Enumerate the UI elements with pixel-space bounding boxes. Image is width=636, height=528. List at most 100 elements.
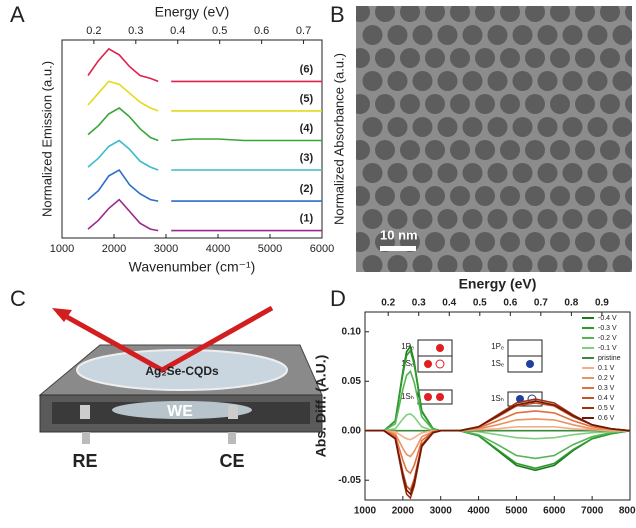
nanocrystal — [600, 6, 620, 22]
nanocrystal — [512, 255, 533, 272]
electrode-label: CE — [219, 451, 244, 471]
nanocrystal — [500, 140, 520, 160]
nanocrystal — [512, 71, 533, 91]
x-tick-label: 3000 — [154, 243, 178, 255]
inset-label: 1Sₕ — [401, 392, 414, 401]
nanocrystal — [475, 140, 495, 160]
nanocrystal — [562, 25, 583, 45]
x2-tick-label: 0.3 — [128, 25, 143, 37]
series-line — [365, 410, 631, 475]
legend-label: 0.3 V — [598, 385, 615, 392]
nanocrystal — [612, 25, 632, 45]
nanocrystal — [462, 25, 483, 45]
nanocrystal — [625, 6, 632, 22]
x-tick-label: 2000 — [102, 243, 126, 255]
nanocrystal — [575, 186, 595, 206]
nanocrystal — [450, 232, 470, 252]
legend-label: -0.3 V — [598, 325, 617, 332]
series-line — [87, 139, 322, 171]
nanocrystal — [362, 163, 383, 183]
x-tick-label: 4000 — [206, 243, 230, 255]
inset-label: 1Sₑ — [491, 359, 504, 368]
nanocrystal — [412, 117, 433, 137]
x2-tick-label: 0.6 — [503, 298, 517, 309]
nanocrystal — [575, 232, 595, 252]
nanocrystal — [562, 255, 583, 272]
nanocrystal — [512, 117, 533, 137]
nanocrystal — [462, 71, 483, 91]
series-label: (1) — [300, 213, 314, 225]
nanocrystal — [375, 48, 395, 68]
nanocrystal — [550, 6, 570, 22]
nanocrystal — [525, 48, 545, 68]
nanocrystal — [387, 209, 408, 229]
x-tick-label: 2000 — [392, 506, 415, 517]
nanocrystal — [500, 48, 520, 68]
nanocrystal — [575, 48, 595, 68]
nanocrystal — [575, 94, 595, 114]
nanocrystal — [462, 163, 483, 183]
y-tick-label: -0.05 — [338, 475, 361, 486]
nanocrystal — [600, 140, 620, 160]
nanocrystal — [525, 232, 545, 252]
nanocrystal — [612, 163, 632, 183]
nanocrystal — [437, 25, 458, 45]
x2-axis-title: Energy (eV) — [459, 276, 537, 292]
nanocrystal — [375, 140, 395, 160]
x2-tick-label: 0.8 — [564, 298, 578, 309]
nanocrystal — [400, 140, 420, 160]
series-line — [87, 168, 322, 202]
x-axis-title: Wavenumber (cm⁻¹) — [129, 259, 256, 275]
nanocrystal — [512, 209, 533, 229]
series-label: (5) — [300, 93, 314, 105]
nanocrystal — [400, 186, 420, 206]
legend-label: -0.4 V — [598, 315, 617, 322]
x2-tick-label: 0.9 — [595, 298, 609, 309]
nanocrystal — [450, 48, 470, 68]
nanocrystal — [587, 163, 608, 183]
nanocrystal — [400, 48, 420, 68]
x-tick-label: 1000 — [354, 506, 377, 517]
x2-axis-title: Energy (eV) — [155, 4, 230, 20]
x2-tick-label: 0.2 — [86, 25, 101, 37]
series-label: (3) — [300, 152, 314, 164]
legend-label: 0.6 V — [598, 415, 615, 422]
nanocrystal — [450, 186, 470, 206]
nanocrystal — [487, 209, 508, 229]
nanocrystal — [612, 209, 632, 229]
nanocrystal — [537, 25, 558, 45]
nanocrystal — [500, 186, 520, 206]
inset-label: 1Sₑ — [401, 359, 414, 368]
nanocrystal — [412, 209, 433, 229]
panel-label: A — [10, 2, 25, 27]
nanocrystal — [425, 140, 445, 160]
y-tick-label: 0.00 — [342, 425, 362, 436]
x-tick-label: 1000 — [50, 243, 74, 255]
nanocrystal — [512, 25, 533, 45]
nanocrystal — [612, 117, 632, 137]
series-line — [87, 198, 322, 232]
panel-label: D — [330, 286, 346, 311]
legend-label: pristine — [598, 355, 621, 362]
nanocrystal — [550, 140, 570, 160]
nanocrystal — [375, 186, 395, 206]
x2-tick-label: 0.4 — [170, 25, 185, 37]
scale-bar-label: 10 nm — [380, 227, 418, 242]
nanocrystal — [525, 140, 545, 160]
nanocrystal — [475, 48, 495, 68]
nanocrystal — [362, 209, 383, 229]
nanocrystal — [625, 232, 632, 252]
nanocrystal — [356, 186, 370, 206]
nanocrystal — [562, 117, 583, 137]
nanocrystal — [412, 255, 433, 272]
nanocrystal — [462, 255, 483, 272]
nanocrystal — [356, 6, 370, 22]
nanocrystal — [387, 255, 408, 272]
nanocrystal — [400, 94, 420, 114]
x2-tick-label: 0.2 — [381, 298, 395, 309]
nanocrystal — [612, 71, 632, 91]
nanocrystal — [362, 25, 383, 45]
nanocrystal — [362, 117, 383, 137]
